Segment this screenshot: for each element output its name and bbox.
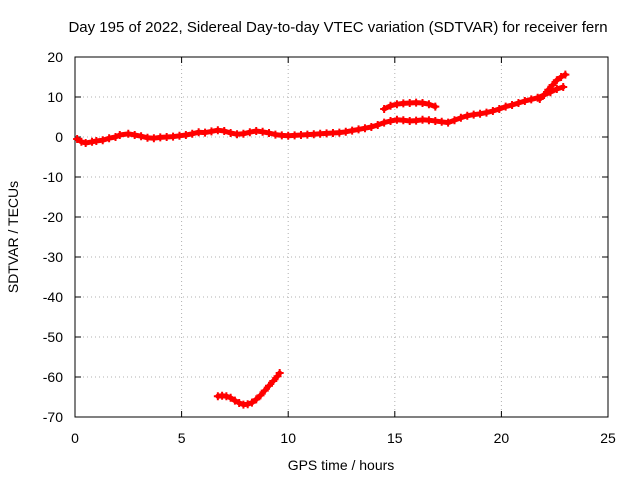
data-point: [105, 134, 114, 143]
data-point: [495, 105, 504, 113]
x-tick-label: 10: [280, 430, 296, 446]
data-point: [137, 132, 146, 141]
y-tick-label: 10: [47, 89, 63, 105]
x-tick-label: 20: [494, 430, 510, 446]
data-point: [124, 129, 133, 138]
data-point: [476, 109, 485, 118]
data-point: [514, 99, 523, 107]
x-tick-label: 25: [600, 430, 616, 446]
data-point: [265, 129, 274, 137]
data-point: [73, 135, 82, 143]
data-point: [243, 400, 252, 409]
x-tick-label: 15: [387, 430, 403, 446]
y-tick-label: 0: [55, 129, 63, 145]
chart-title: Day 195 of 2022, Sidereal Day-to-day VTE…: [68, 19, 607, 36]
data-series: [535, 70, 570, 103]
x-tick-label: 5: [178, 430, 186, 446]
data-point: [354, 125, 363, 134]
data-point: [115, 131, 124, 139]
data-point: [552, 76, 561, 85]
data-point: [265, 381, 274, 390]
data-point: [552, 85, 561, 93]
data-point: [544, 85, 553, 94]
data-point: [450, 116, 459, 125]
data-point: [222, 392, 231, 401]
data-point: [256, 391, 265, 400]
data-series: [213, 369, 284, 409]
data-point: [431, 102, 440, 111]
data-point: [360, 124, 369, 133]
data-point: [230, 396, 239, 405]
data-point: [226, 393, 235, 402]
y-tick-label: 20: [47, 49, 63, 65]
data-point: [561, 70, 570, 79]
data-point: [386, 117, 395, 125]
data-point: [348, 126, 357, 135]
data-point: [252, 395, 261, 404]
y-tick-label: -40: [43, 289, 63, 305]
data-point: [269, 377, 278, 385]
data-point: [235, 399, 244, 407]
data-marks: [73, 70, 570, 409]
data-point: [111, 133, 120, 141]
data-point: [501, 102, 510, 111]
y-tick-label: -10: [43, 169, 63, 185]
data-point: [418, 99, 427, 107]
data-point: [245, 128, 254, 137]
data-point: [444, 118, 453, 127]
y-tick-label: -30: [43, 249, 63, 265]
data-point: [181, 131, 190, 139]
data-series: [73, 83, 568, 147]
data-point: [226, 129, 235, 137]
data-point: [557, 73, 566, 81]
x-tick-label: 0: [71, 430, 79, 446]
data-point: [207, 127, 216, 136]
data-point: [77, 137, 86, 146]
x-axis-label: GPS time / hours: [288, 457, 395, 473]
data-point: [386, 101, 395, 110]
y-tick-label: -20: [43, 209, 63, 225]
data-point: [373, 121, 382, 129]
data-series: [380, 98, 440, 113]
plot-frame: [74, 56, 609, 418]
data-point: [380, 105, 389, 113]
y-tick-label: -60: [43, 369, 63, 385]
data-point: [188, 129, 197, 138]
data-point: [81, 139, 90, 147]
data-point: [247, 398, 256, 407]
data-point: [341, 127, 350, 136]
data-point: [130, 131, 139, 139]
data-point: [239, 129, 248, 138]
data-point: [508, 101, 517, 109]
y-axis-label: SDTVAR / TECUs: [5, 181, 21, 293]
grid: [75, 57, 608, 417]
data-point: [559, 83, 568, 91]
data-point: [520, 97, 529, 105]
data-point: [548, 81, 557, 89]
data-point: [463, 111, 472, 120]
data-point: [456, 113, 465, 122]
data-point: [275, 369, 284, 377]
data-point: [367, 123, 376, 131]
data-point: [220, 127, 229, 135]
data-point: [260, 386, 269, 395]
y-tick-label: -70: [43, 409, 63, 425]
data-point: [535, 95, 544, 103]
data-point: [482, 108, 491, 117]
data-point: [380, 118, 389, 127]
data-point: [424, 100, 433, 109]
data-point: [98, 136, 107, 145]
data-point: [540, 91, 549, 99]
data-point: [488, 107, 497, 115]
y-tick-label: -50: [43, 329, 63, 345]
axis-ticks: 0 5 10 15 20 25 -70 -60 -50 -40 -30 -20 -10 0 10 20: [43, 49, 616, 446]
data-point: [258, 127, 267, 136]
data-point: [527, 95, 536, 104]
data-point: [201, 128, 210, 137]
